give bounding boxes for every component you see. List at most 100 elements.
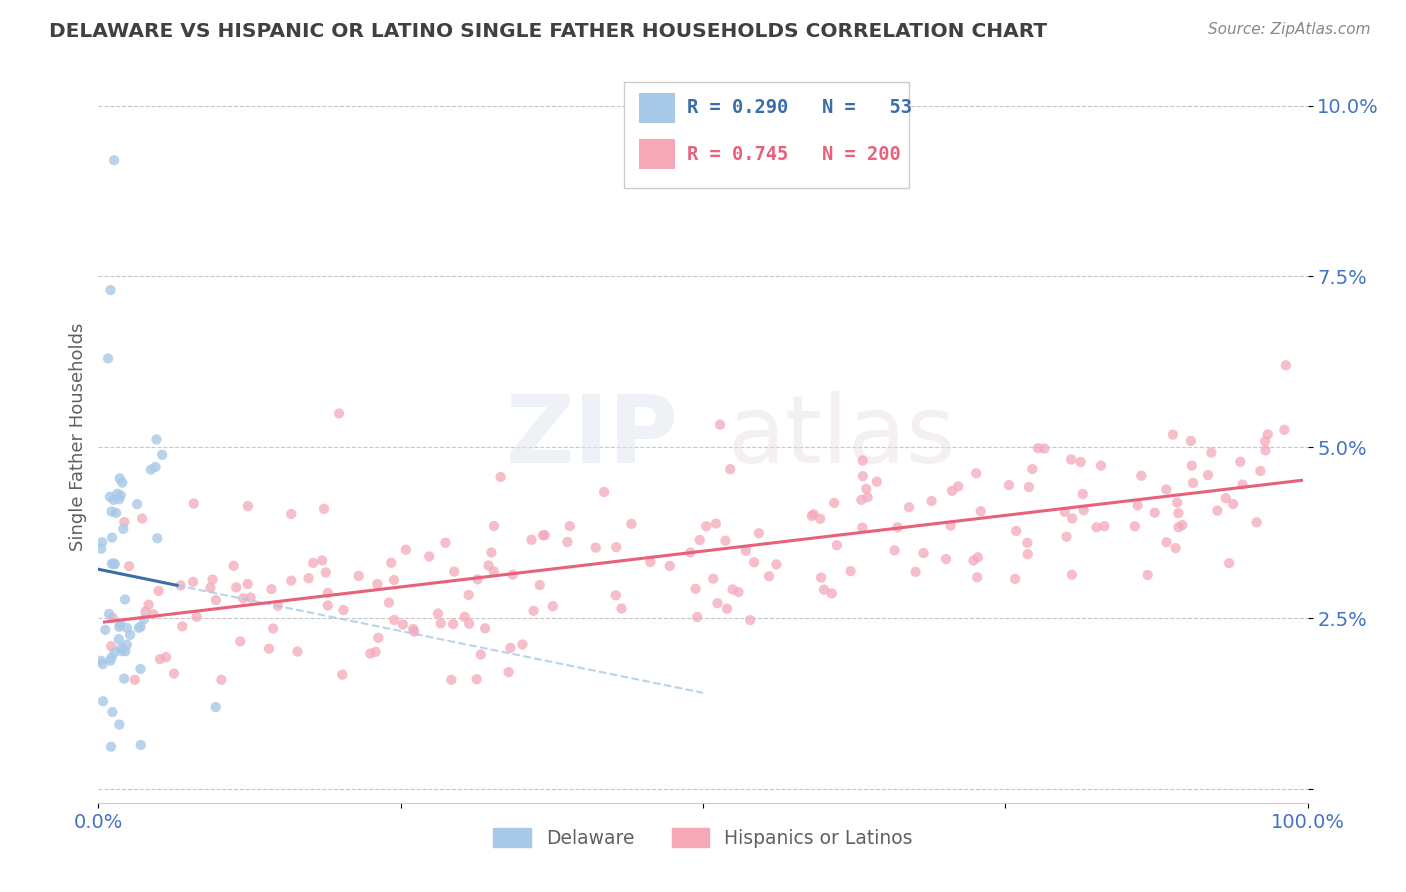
Point (498, 665, 520, 679)
Point (1056, 530, 1078, 544)
Point (935, 552, 957, 566)
Point (112, 522, 135, 536)
Point (105, 487, 128, 501)
Point (382, 613, 405, 627)
Point (222, 558, 245, 573)
Text: atlas: atlas (727, 391, 956, 483)
Point (382, 573, 405, 587)
Text: R = 0.745   N = 200: R = 0.745 N = 200 (688, 145, 901, 163)
Point (866, 475, 889, 489)
Point (1070, 455, 1092, 469)
Point (1060, 452, 1083, 467)
Point (748, 526, 770, 541)
Point (482, 519, 505, 533)
Point (330, 667, 353, 681)
Point (904, 565, 927, 579)
Point (1060, 567, 1083, 582)
Point (823, 496, 845, 510)
Point (704, 516, 727, 531)
Point (758, 569, 780, 583)
Point (94, 623, 117, 637)
Point (1206, 503, 1229, 517)
Point (470, 648, 492, 662)
Point (998, 478, 1021, 492)
Point (1166, 495, 1188, 509)
Point (104, 558, 127, 572)
Point (440, 673, 463, 687)
Point (1004, 572, 1026, 586)
Point (142, 607, 165, 622)
Point (640, 555, 662, 569)
Point (734, 544, 756, 558)
Point (477, 558, 499, 573)
Point (183, 496, 205, 510)
Point (91, 657, 114, 672)
Point (200, 581, 222, 595)
Point (112, 672, 135, 686)
Point (139, 462, 162, 476)
Point (1246, 516, 1268, 530)
Point (898, 500, 921, 515)
Point (1053, 505, 1076, 519)
Point (966, 570, 988, 584)
Point (429, 616, 451, 631)
Point (810, 570, 832, 584)
Point (115, 621, 138, 635)
Point (163, 666, 186, 681)
Point (765, 558, 787, 572)
Point (260, 582, 283, 597)
Point (502, 567, 524, 582)
Point (378, 596, 401, 610)
Point (716, 601, 738, 615)
Point (529, 578, 551, 592)
Point (465, 672, 488, 686)
Point (402, 622, 425, 636)
Point (280, 507, 302, 521)
Point (100, 650, 122, 665)
Point (169, 578, 191, 592)
Point (367, 631, 389, 645)
Point (738, 613, 761, 627)
Point (332, 603, 354, 617)
Point (1164, 541, 1187, 556)
Point (359, 647, 381, 661)
Point (395, 542, 418, 557)
Point (1026, 441, 1049, 455)
Point (232, 591, 254, 606)
Point (124, 673, 146, 687)
Point (267, 599, 290, 613)
Point (1254, 434, 1277, 449)
Point (129, 738, 152, 752)
Point (101, 705, 124, 719)
Point (695, 519, 717, 533)
FancyBboxPatch shape (624, 82, 908, 188)
Point (813, 582, 835, 597)
Point (1156, 535, 1178, 549)
Point (721, 582, 744, 597)
Point (912, 546, 935, 560)
Point (605, 588, 627, 602)
Point (702, 572, 724, 586)
Point (1167, 520, 1189, 534)
Point (966, 550, 988, 565)
Point (100, 504, 122, 518)
Point (679, 545, 702, 559)
Y-axis label: Single Father Households: Single Father Households (69, 323, 87, 551)
Point (718, 462, 741, 476)
Point (98, 490, 121, 504)
Point (1130, 468, 1153, 483)
Point (236, 577, 259, 591)
Point (441, 617, 464, 632)
Point (443, 565, 465, 579)
Point (962, 553, 984, 567)
Point (1092, 519, 1115, 533)
Point (347, 569, 370, 583)
Point (110, 640, 132, 655)
Point (1018, 480, 1040, 494)
Point (114, 592, 136, 607)
Point (138, 598, 160, 612)
Point (112, 515, 135, 529)
Point (685, 582, 707, 596)
Point (585, 541, 607, 555)
Point (458, 616, 481, 631)
